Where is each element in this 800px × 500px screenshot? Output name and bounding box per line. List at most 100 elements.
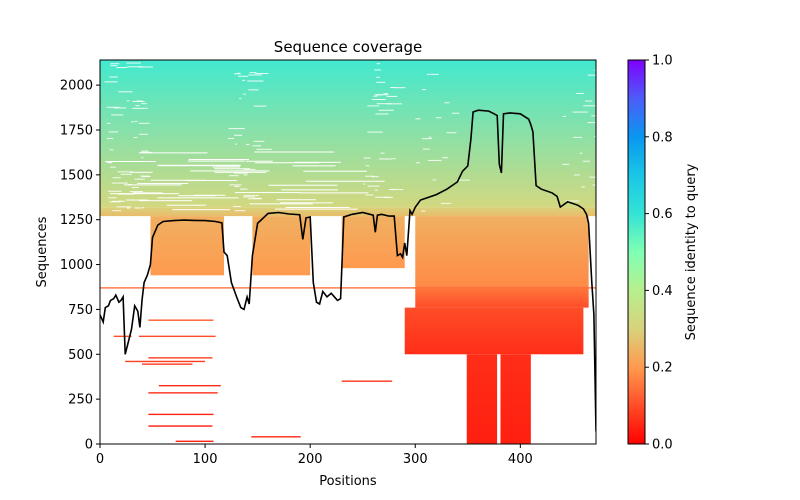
coverage-gap — [441, 202, 452, 204]
coverage-gap — [104, 81, 118, 83]
coverage-gap — [576, 92, 585, 94]
coverage-gap — [386, 95, 398, 97]
coverage-line — [158, 384, 221, 387]
coverage-gap — [111, 114, 124, 116]
coverage-gap — [376, 76, 380, 78]
coverage-gap — [243, 174, 248, 176]
coverage-gap — [378, 109, 394, 111]
coverage-gap — [237, 75, 249, 77]
coverage-gap — [294, 161, 341, 163]
coverage-gap — [376, 63, 381, 65]
coverage-gap — [451, 112, 460, 114]
plot-frame — [99, 59, 597, 445]
coverage-gap — [107, 137, 114, 139]
coverage-gap — [138, 122, 150, 124]
coverage-gap — [281, 189, 339, 191]
coverage-blocks — [100, 60, 596, 444]
coverage-gap — [110, 166, 116, 168]
coverage-gap — [280, 202, 333, 204]
coverage-gap — [374, 189, 379, 191]
y-axis-label: Sequences — [35, 216, 50, 287]
coverage-gap — [592, 184, 596, 186]
coverage-gap — [141, 157, 144, 159]
coverage-gap — [212, 166, 240, 168]
coverage-gap — [113, 107, 127, 109]
coverage-gap — [392, 158, 396, 160]
y-axis: 0 250 500 750 1000 1250 1500 1750 2000 — [60, 79, 100, 453]
coverage-gap — [233, 73, 241, 75]
coverage-gap — [253, 105, 267, 107]
coverage-gap — [303, 170, 368, 172]
coverage-block — [404, 307, 584, 355]
coverage-gap — [248, 89, 259, 91]
coverage-gap — [255, 73, 269, 75]
coverage-gap — [157, 165, 241, 167]
coverage-gap — [562, 115, 567, 117]
coverage-gap — [253, 140, 265, 142]
coverage-gap — [363, 157, 371, 159]
coverage-gap — [193, 194, 226, 196]
coverage-gap — [126, 207, 131, 209]
coverage-gap — [582, 160, 590, 162]
coverage-gap — [275, 208, 358, 210]
y-tick-label: 250 — [68, 393, 93, 408]
coverage-gap — [587, 74, 596, 76]
coverage-gap — [126, 62, 141, 64]
coverage-gap — [456, 179, 470, 181]
coverage-gap — [106, 161, 111, 163]
coverage-gap — [572, 111, 588, 113]
coverage-gap — [139, 133, 149, 135]
coverage-block — [150, 216, 224, 276]
coverage-gap — [112, 177, 121, 179]
coverage-gap — [565, 200, 580, 202]
coverage-line — [148, 357, 213, 359]
coverage-gap — [248, 74, 262, 76]
coverage-gap — [237, 72, 241, 74]
y-tick-label: 2000 — [60, 79, 93, 94]
coverage-gap — [126, 100, 130, 102]
coverage-gap — [254, 151, 334, 153]
coverage-line — [148, 392, 218, 394]
chart-title: Sequence coverage — [274, 38, 422, 56]
coverage-gap — [157, 197, 239, 199]
coverage-block — [415, 286, 589, 308]
coverage-gap — [234, 185, 240, 187]
y-tick-label: 1250 — [60, 213, 93, 228]
coverage-gap — [133, 137, 138, 139]
coverage-line — [148, 319, 214, 321]
coverage-lines — [100, 287, 596, 443]
coverage-gap — [584, 100, 593, 102]
coverage-gap — [124, 184, 182, 186]
coverage-line — [175, 440, 214, 443]
coverage-gap — [594, 136, 596, 138]
coverage-gap — [108, 131, 118, 133]
coverage-gap — [110, 65, 118, 67]
coverage-gap — [118, 91, 133, 93]
y-tick-label: 750 — [68, 303, 93, 318]
y-tick-label: 0 — [85, 438, 93, 453]
coverage-gap — [228, 175, 239, 177]
coverage-gap — [583, 105, 596, 107]
coverage-gap — [234, 172, 248, 174]
coverage-gap — [373, 95, 378, 97]
coverage-line — [148, 425, 213, 427]
coverage-gap — [243, 93, 246, 95]
coverage-block — [415, 216, 589, 287]
coverage-gap — [107, 197, 117, 199]
coverage-gap — [117, 171, 133, 173]
colorbar-label: Sequence identity to query — [684, 163, 699, 340]
coverage-gap — [127, 66, 143, 68]
coverage-gap — [276, 199, 316, 201]
coverage-gap — [214, 168, 251, 170]
coverage-line — [142, 363, 193, 365]
coverage-gap — [137, 182, 189, 184]
coverage-block — [100, 207, 596, 217]
coverage-gap — [432, 179, 436, 181]
colorbar-gradient — [627, 59, 646, 445]
coverage-gap — [150, 179, 206, 181]
coverage-gap — [140, 151, 152, 153]
coverage-gap — [134, 207, 142, 209]
coverage-gap — [242, 196, 256, 198]
coverage-gap — [375, 94, 389, 96]
